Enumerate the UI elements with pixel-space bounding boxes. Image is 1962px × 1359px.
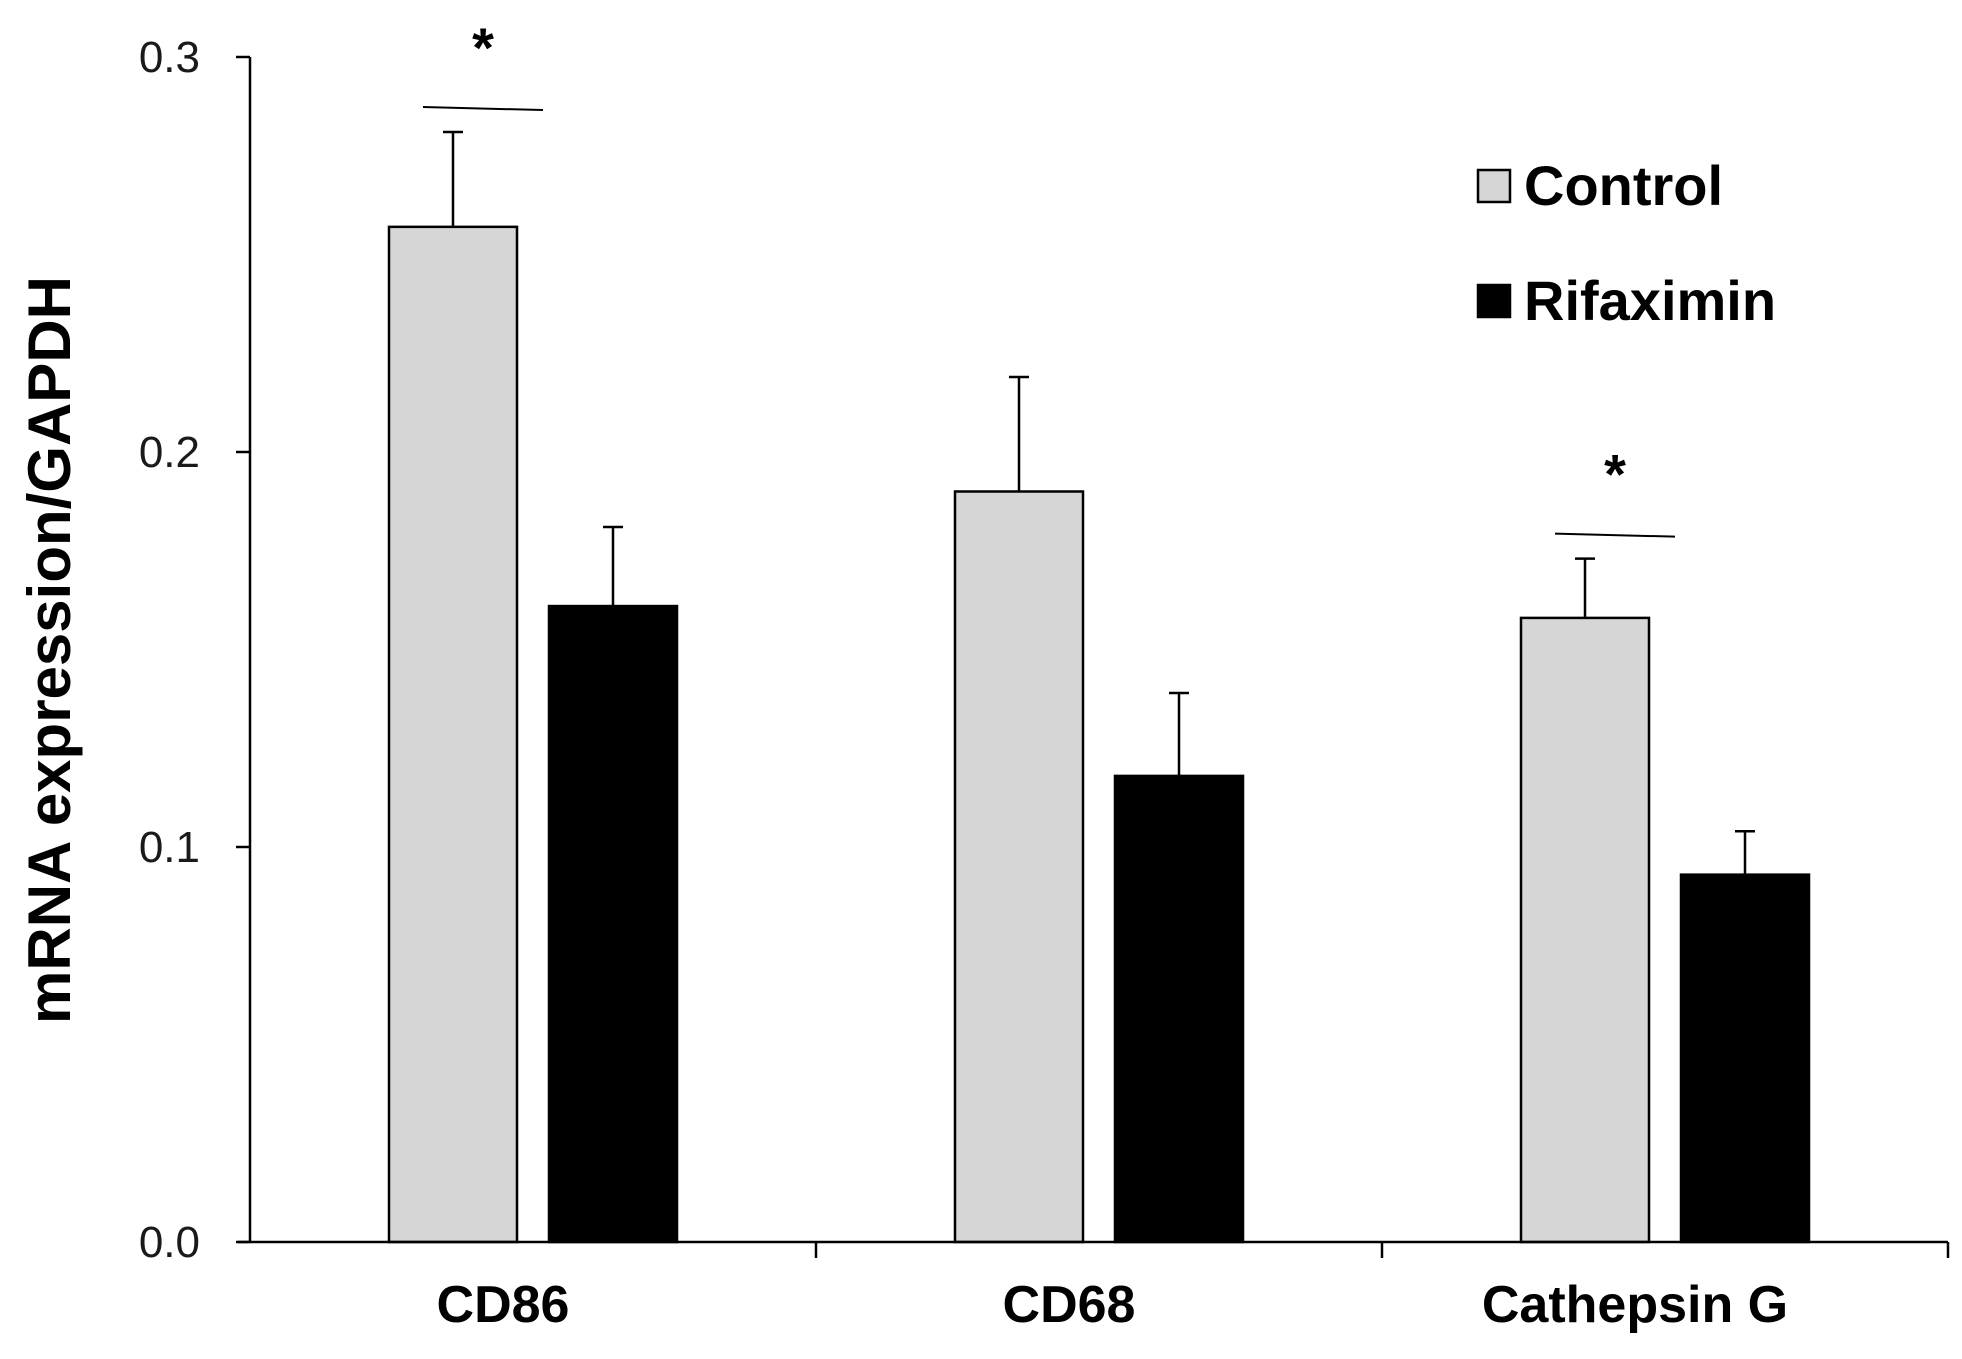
x-tick-label-cd86: CD86 xyxy=(437,1276,570,1334)
significance-line-cd86 xyxy=(422,106,544,112)
significance-star-cathepsin-g: * xyxy=(1604,443,1626,506)
x-tick-label-cd68: CD68 xyxy=(1003,1276,1136,1334)
significance-star-cd86: * xyxy=(472,16,494,79)
bar-rifaximin-cathepsin-g xyxy=(1679,873,1811,1244)
y-ticks-layer: 0.0 0.1 0.2 0.3 xyxy=(139,33,250,1267)
y-axis-title: mRNA expression/GAPDH xyxy=(16,276,83,1024)
legend-swatch-rifaximin xyxy=(1476,283,1512,319)
legend-label-rifaximin: Rifaximin xyxy=(1524,269,1776,332)
legend-label-control: Control xyxy=(1524,154,1723,217)
bar-control-cd86 xyxy=(387,225,519,1244)
y-tick-label: 0.1 xyxy=(139,823,200,872)
x-ticks-layer: CD86 CD68 Cathepsin G xyxy=(437,1242,1950,1334)
legend-swatch-control xyxy=(1476,168,1512,204)
y-tick-label: 0.0 xyxy=(139,1218,200,1267)
y-tick-label: 0.3 xyxy=(139,33,200,82)
legend: Control Rifaximin xyxy=(1476,154,1776,332)
bar-rifaximin-cd86 xyxy=(547,604,679,1244)
bar-control-cd68 xyxy=(953,490,1085,1244)
error-bars-layer xyxy=(443,130,1755,875)
significance-line-cathepsin-g xyxy=(1554,532,1676,538)
bar-control-cathepsin-g xyxy=(1519,616,1651,1244)
x-tick-label-cathepsin-g: Cathepsin G xyxy=(1482,1276,1788,1334)
significance-layer: ** xyxy=(422,16,1676,538)
y-tick-label: 0.2 xyxy=(139,428,200,477)
bar-rifaximin-cd68 xyxy=(1113,774,1245,1244)
bars-layer xyxy=(387,225,1811,1244)
